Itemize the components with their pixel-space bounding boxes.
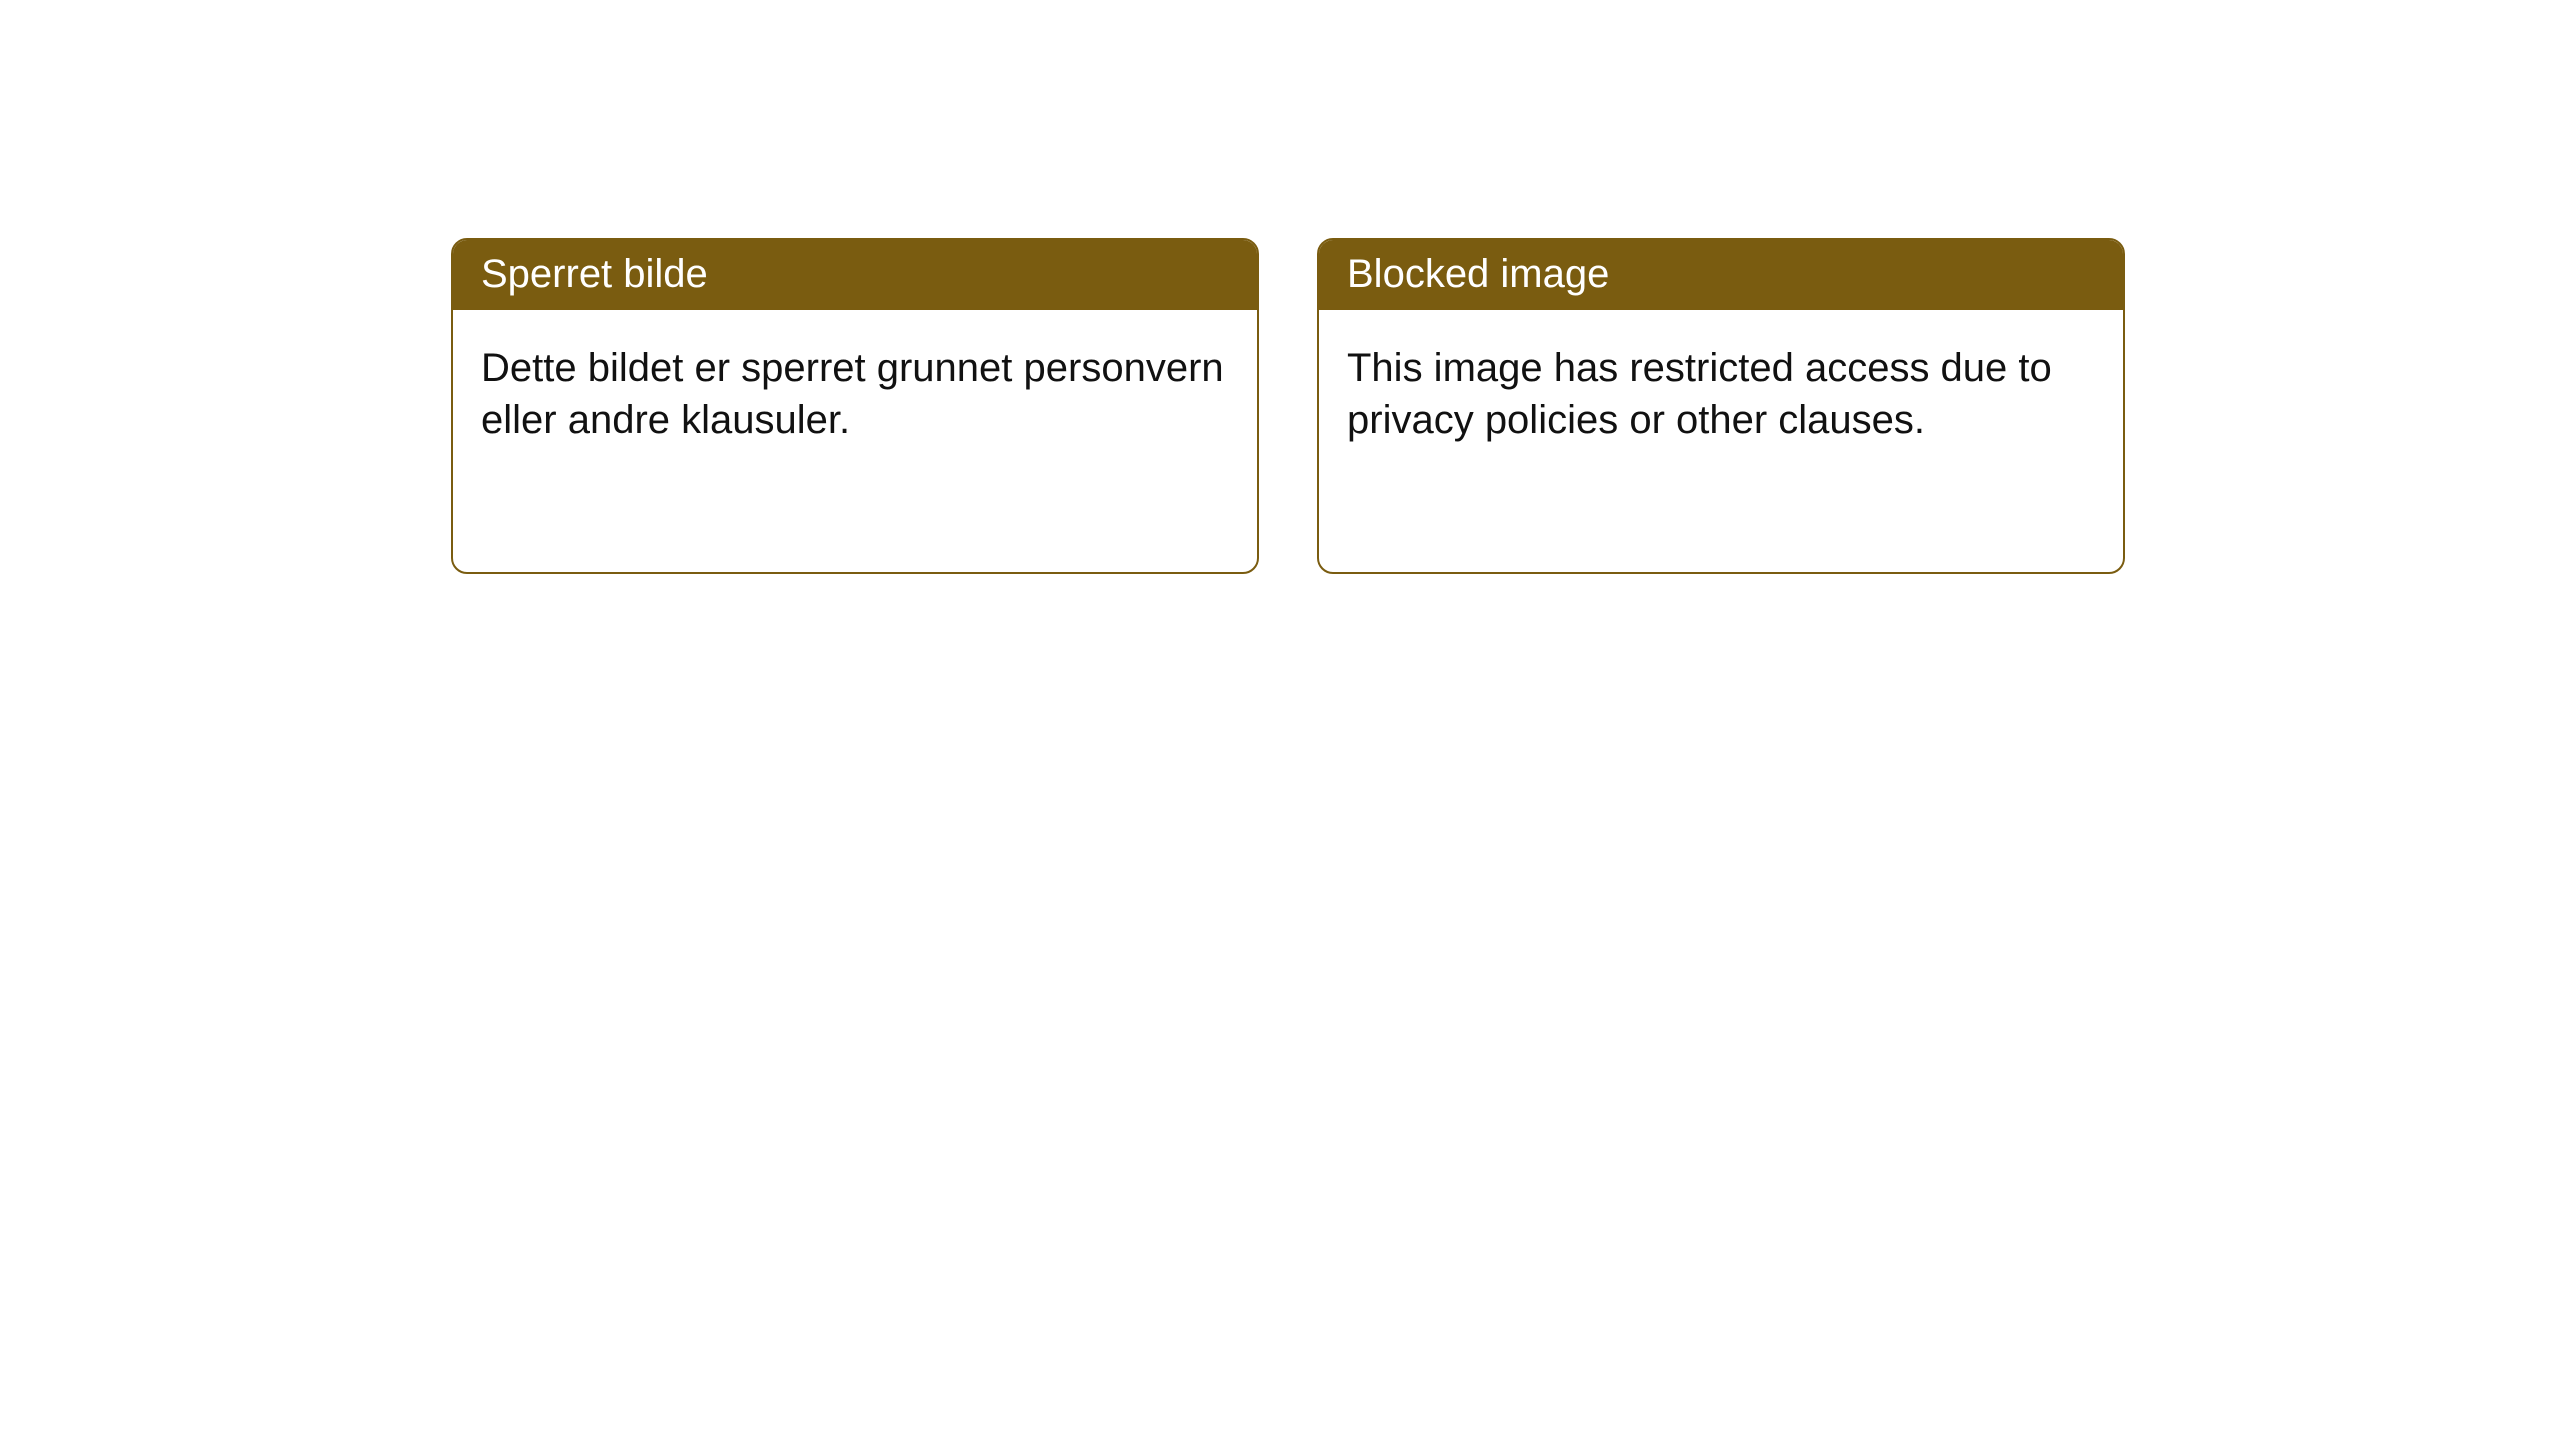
- card-title: Sperret bilde: [481, 252, 708, 296]
- notice-card-norwegian: Sperret bilde Dette bildet er sperret gr…: [451, 238, 1259, 574]
- card-title: Blocked image: [1347, 252, 1609, 296]
- card-header: Sperret bilde: [453, 240, 1257, 310]
- card-message: Dette bildet er sperret grunnet personve…: [481, 346, 1224, 442]
- card-body: Dette bildet er sperret grunnet personve…: [453, 310, 1257, 478]
- notice-card-english: Blocked image This image has restricted …: [1317, 238, 2125, 574]
- notice-cards-container: Sperret bilde Dette bildet er sperret gr…: [451, 238, 2125, 574]
- card-body: This image has restricted access due to …: [1319, 310, 2123, 478]
- card-header: Blocked image: [1319, 240, 2123, 310]
- card-message: This image has restricted access due to …: [1347, 346, 2052, 442]
